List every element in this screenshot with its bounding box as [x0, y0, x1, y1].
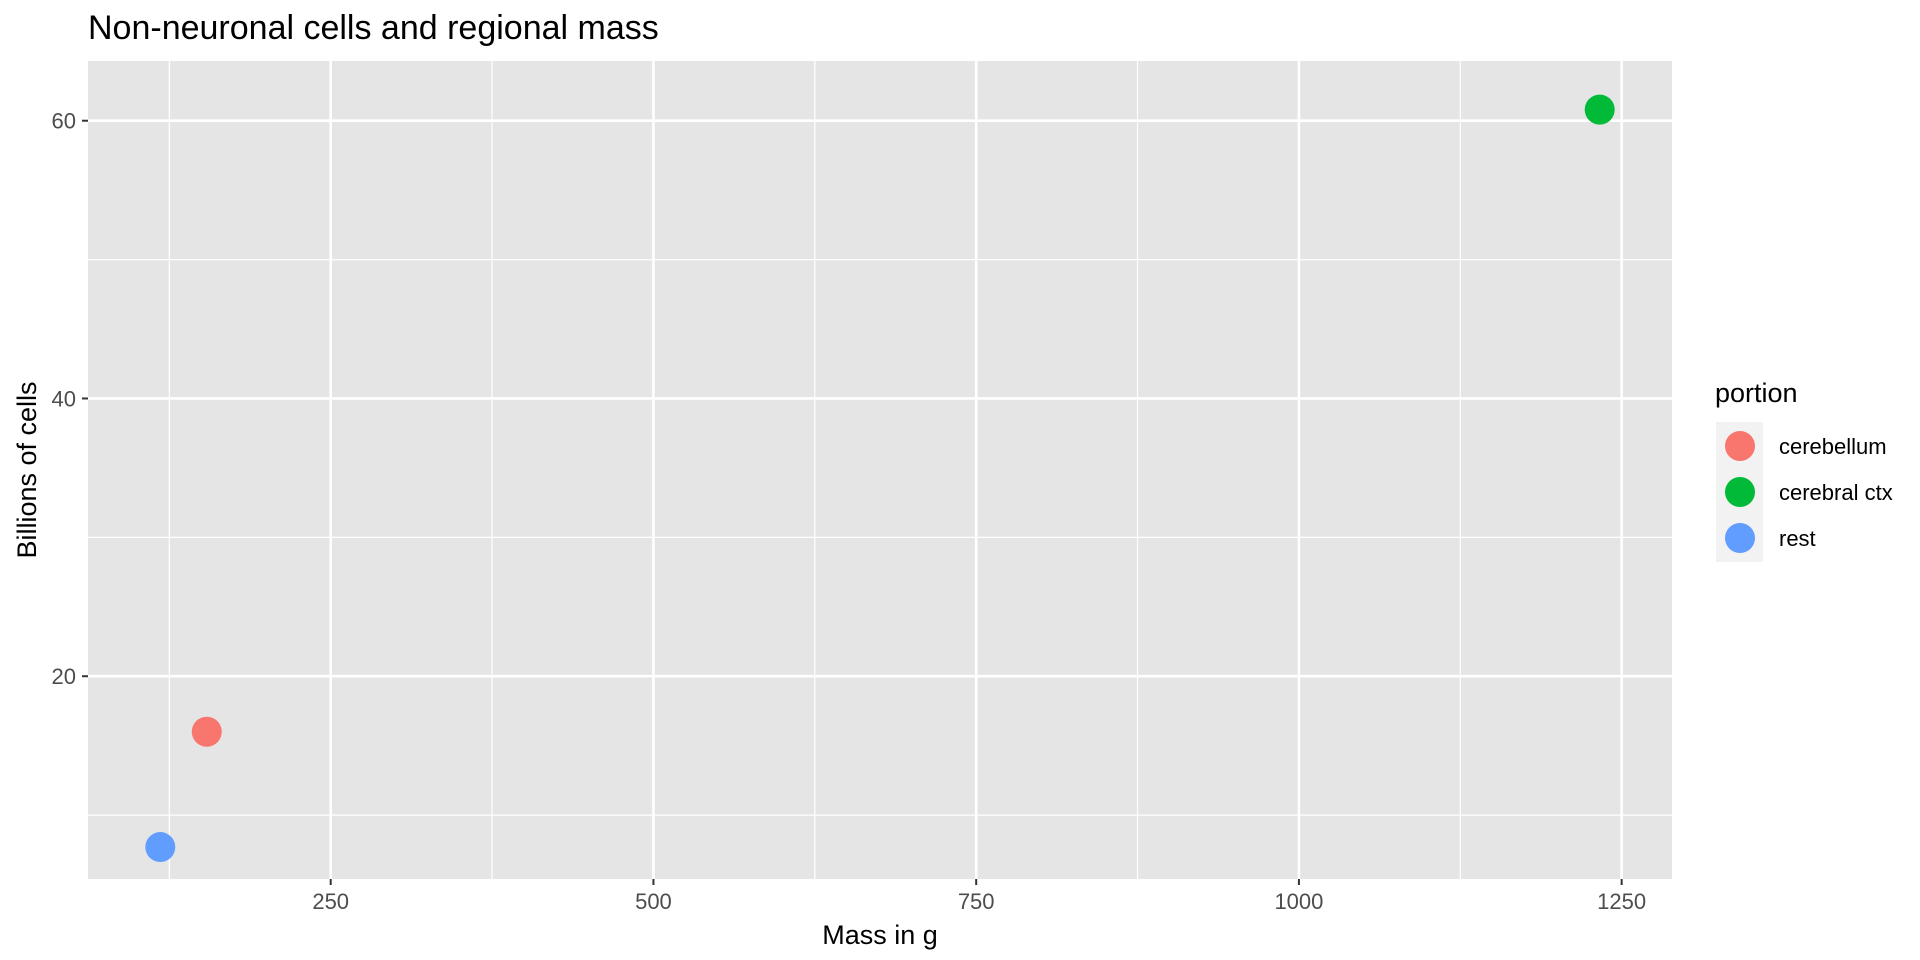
x-tick-label: 500 [635, 889, 672, 914]
data-point-rest [145, 832, 176, 863]
x-axis-title: Mass in g [822, 920, 938, 950]
y-tick-label: 40 [52, 386, 76, 411]
y-axis: 20 40 60 [52, 109, 88, 689]
data-points [145, 94, 1615, 863]
legend-label: rest [1779, 526, 1816, 551]
plot-panel [88, 61, 1672, 879]
legend-label: cerebral ctx [1779, 480, 1893, 505]
legend-key-cerebral-ctx [1725, 477, 1755, 507]
y-tick-label: 60 [52, 109, 76, 134]
x-tick-label: 1000 [1274, 889, 1323, 914]
x-axis: 250 500 750 1000 1250 [312, 879, 1646, 914]
x-tick-label: 750 [958, 889, 995, 914]
y-tick-label: 20 [52, 664, 76, 689]
chart-title: Non-neuronal cells and regional mass [88, 9, 659, 47]
x-tick-label: 250 [312, 889, 349, 914]
data-point-cerebral-ctx [1584, 94, 1615, 125]
legend-key-cerebellum [1725, 431, 1755, 461]
grid-minor [88, 61, 1672, 879]
x-tick-label: 1250 [1597, 889, 1646, 914]
legend-title: portion [1715, 378, 1798, 408]
legend-key-rest [1725, 523, 1755, 553]
y-axis-title: Billions of cells [12, 381, 42, 558]
data-point-cerebellum [191, 716, 222, 747]
legend-label: cerebellum [1779, 434, 1887, 459]
legend: portion cerebellum cerebral ctx rest [1715, 378, 1893, 562]
grid-major [88, 61, 1672, 879]
